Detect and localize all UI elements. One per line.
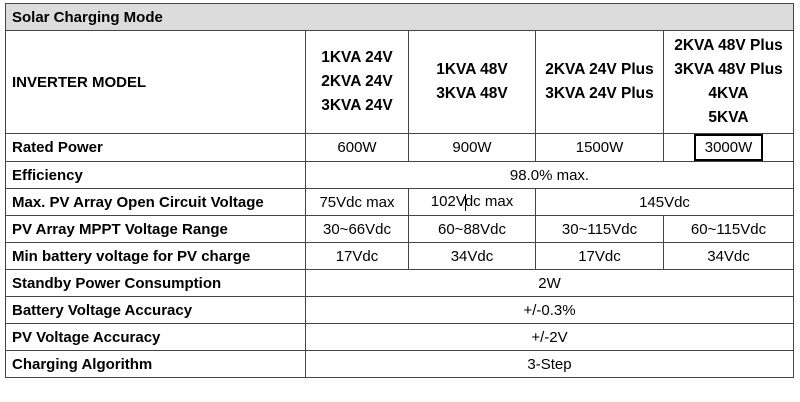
table-title-row: Solar Charging Mode <box>4 3 795 31</box>
model-column-4: 2KVA 48V Plus 3KVA 48V Plus 4KVA 5KVA <box>662 30 795 134</box>
model-name: 2KVA 48V Plus <box>674 37 783 54</box>
model-name: 2KVA 24V Plus <box>545 61 654 78</box>
model-name: 3KVA 24V <box>321 97 393 114</box>
text-cursor <box>464 193 466 211</box>
row-label: Min battery voltage for PV charge <box>5 242 306 270</box>
model-name: 2KVA 24V <box>321 73 393 90</box>
algorithm-row: Charging Algorithm 3-Step <box>5 350 795 378</box>
battery-accuracy-row: Battery Voltage Accuracy +/-0.3% <box>5 296 795 324</box>
model-name: 1KVA 48V <box>436 61 508 78</box>
row-label: Charging Algorithm <box>5 350 306 378</box>
table-cell: 145Vdc <box>534 188 795 216</box>
model-column-3: 2KVA 24V Plus 3KVA 24V Plus <box>535 30 664 134</box>
table-cell: 17Vdc <box>305 242 409 270</box>
model-name: 4KVA <box>708 85 749 102</box>
table-cell: 3000W <box>662 133 795 162</box>
value-part: dc max <box>464 193 514 211</box>
mppt-range-row: PV Array MPPT Voltage Range 30~66Vdc 60~… <box>5 215 795 243</box>
table-cell: 2W <box>304 269 795 297</box>
min-battery-row: Min battery voltage for PV charge 17Vdc … <box>5 242 795 270</box>
table-cell: 900W <box>408 133 536 162</box>
row-label: PV Voltage Accuracy <box>5 323 306 351</box>
model-name: 5KVA <box>708 109 749 126</box>
table-cell: 75Vdc max <box>305 188 409 216</box>
table-title: Solar Charging Mode <box>4 3 795 31</box>
table-cell: 60~115Vdc <box>662 215 795 243</box>
model-name: 1KVA 24V <box>321 49 393 66</box>
row-label: Battery Voltage Accuracy <box>5 296 306 324</box>
table-cell: 17Vdc <box>535 242 664 270</box>
row-label: Rated Power <box>5 133 306 162</box>
table-cell: 30~66Vdc <box>305 215 409 243</box>
solar-charging-table: Solar Charging Mode INVERTER MODEL 1KVA … <box>4 3 795 378</box>
highlighted-value: 3000W <box>693 134 764 161</box>
row-label: PV Array MPPT Voltage Range <box>5 215 306 243</box>
model-name: 3KVA 48V <box>436 85 508 102</box>
row-label: Efficiency <box>5 161 306 189</box>
table-cell: 30~115Vdc <box>535 215 664 243</box>
standby-row: Standby Power Consumption 2W <box>5 269 795 297</box>
table-cell: 1500W <box>535 133 664 162</box>
model-column-2: 1KVA 48V 3KVA 48V <box>408 30 536 134</box>
rated-power-row: Rated Power 600W 900W 1500W 3000W <box>5 133 795 162</box>
table-cell: 34Vdc <box>662 242 795 270</box>
inverter-model-label: INVERTER MODEL <box>5 30 306 134</box>
table-cell: 98.0% max. <box>304 161 795 189</box>
table-cell: +/-2V <box>304 323 795 351</box>
efficiency-row: Efficiency 98.0% max. <box>5 161 795 189</box>
model-name: 3KVA 48V Plus <box>674 61 783 78</box>
table-cell: 600W <box>305 133 409 162</box>
model-column-1: 1KVA 24V 2KVA 24V 3KVA 24V <box>305 30 409 134</box>
header-row: INVERTER MODEL 1KVA 24V 2KVA 24V 3KVA 24… <box>5 30 795 134</box>
max-pv-voltage-row: Max. PV Array Open Circuit Voltage 75Vdc… <box>5 188 795 216</box>
table-cell: 60~88Vdc <box>408 215 536 243</box>
row-label: Standby Power Consumption <box>5 269 306 297</box>
row-label: Max. PV Array Open Circuit Voltage <box>5 188 306 216</box>
pv-accuracy-row: PV Voltage Accuracy +/-2V <box>5 323 795 351</box>
table-cell: 34Vdc <box>408 242 536 270</box>
model-name: 3KVA 24V Plus <box>545 85 654 102</box>
table-cell: +/-0.3% <box>304 296 795 324</box>
table-cell: 102Vdc max <box>408 188 536 216</box>
value-part: 102V <box>430 193 466 211</box>
table-cell: 3-Step <box>304 350 795 378</box>
